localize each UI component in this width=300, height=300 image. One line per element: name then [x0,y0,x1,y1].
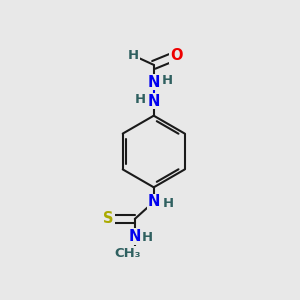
Text: N: N [148,94,160,109]
Text: H: H [142,231,153,244]
Text: H: H [162,74,173,87]
Text: S: S [103,212,114,226]
Text: N: N [148,75,160,90]
Text: CH₃: CH₃ [115,247,141,260]
Text: N: N [129,229,141,244]
Text: H: H [163,197,174,210]
Text: N: N [148,194,160,209]
Text: H: H [135,93,146,106]
Text: O: O [170,48,183,63]
Text: H: H [128,49,139,62]
